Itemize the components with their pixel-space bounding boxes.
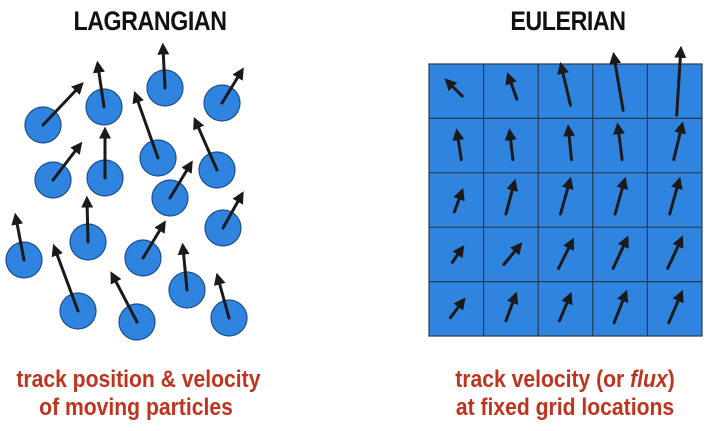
grid-velocity-arrow: [444, 78, 464, 98]
grid-velocity-arrow: [674, 45, 687, 117]
particle-velocity-arrow: [177, 242, 190, 292]
grid-velocity-arrow: [612, 289, 629, 325]
particle-velocity-arrow: [11, 212, 26, 262]
grid-velocity-arrow: [668, 176, 683, 216]
grid-velocity-arrow: [502, 242, 523, 266]
eulerian-caption-flux: flux: [630, 366, 668, 393]
lagrangian-title: LAGRANGIAN: [73, 6, 227, 36]
grid-velocity-arrow: [557, 237, 574, 270]
particle-velocity-arrow: [213, 272, 231, 320]
lagrangian-particles: [5, 42, 248, 341]
grid-velocity-arrow: [666, 235, 684, 270]
lagrangian-caption: track position & velocity of moving part…: [16, 366, 261, 422]
grid-velocity-arrow: [504, 178, 518, 216]
eulerian-caption-line1: track velocity (or flux): [433, 366, 697, 394]
particle-velocity-arrow: [132, 90, 160, 160]
grid-velocity-arrow: [667, 289, 684, 325]
grid-velocity-arrow: [505, 72, 519, 101]
lagrangian-caption-line1: track position & velocity: [16, 366, 261, 393]
particle-velocity-arrow: [41, 82, 84, 127]
grid-velocity-arrow: [613, 176, 629, 216]
grid-velocity-arrow: [672, 121, 686, 162]
particle-velocity-arrow: [51, 141, 83, 182]
particle-velocity-arrow: [157, 42, 170, 90]
eulerian-caption-pre: track velocity (or: [455, 366, 631, 393]
grid-velocity-arrow: [452, 187, 465, 214]
grid-velocity-arrow: [612, 122, 625, 162]
grid-velocity-arrow: [450, 244, 465, 264]
grid-velocity-arrow: [504, 291, 519, 323]
particle-velocity-arrow: [51, 243, 80, 313]
particle-velocity-arrow: [193, 117, 219, 172]
particle-velocity-arrow: [220, 67, 244, 105]
particle-velocity-arrow: [110, 271, 139, 324]
grid-velocity-arrow: [448, 297, 466, 320]
particle-velocity-arrow: [141, 220, 166, 260]
eulerian-grid: [428, 45, 703, 337]
eulerian-caption: track velocity (or flux) at fixed grid l…: [433, 366, 697, 422]
grid-velocity-arrow: [563, 124, 576, 162]
grid-velocity-arrow: [559, 176, 574, 216]
particle-velocity-arrow: [221, 191, 244, 230]
eulerian-caption-line2: at fixed grid locations: [455, 394, 675, 421]
grid-velocity-arrow: [558, 291, 573, 323]
grid-velocity-arrow: [611, 235, 629, 270]
eulerian-title: EULERIAN: [510, 6, 626, 36]
particle-velocity-arrow: [168, 160, 193, 200]
lagrangian-caption-line2: of moving particles: [39, 394, 233, 421]
grid-velocity-arrow: [609, 51, 625, 112]
grid-velocity-arrow: [557, 61, 572, 107]
particle-velocity-arrow: [81, 195, 94, 244]
grid-velocity-arrow: [452, 128, 465, 162]
eulerian-caption-post: ): [667, 366, 675, 393]
particle-velocity-arrow: [93, 60, 106, 109]
grid-velocity-arrow: [504, 128, 517, 162]
